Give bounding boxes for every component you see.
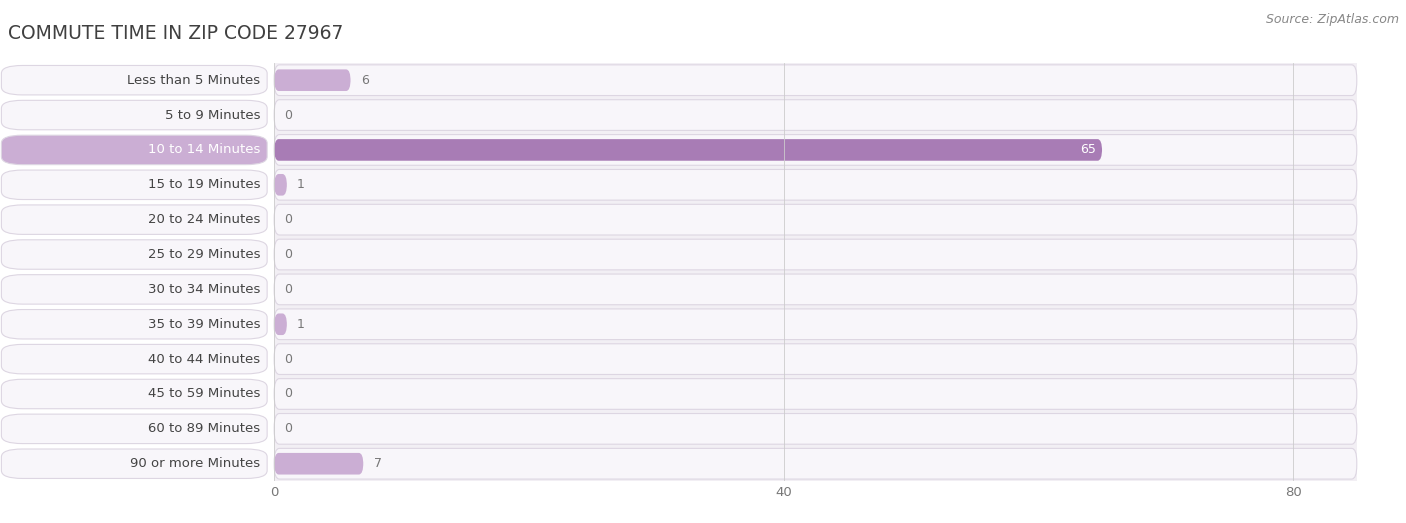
Text: COMMUTE TIME IN ZIP CODE 27967: COMMUTE TIME IN ZIP CODE 27967 [8, 24, 344, 42]
Text: 25 to 29 Minutes: 25 to 29 Minutes [148, 248, 260, 261]
FancyBboxPatch shape [274, 414, 1357, 444]
FancyBboxPatch shape [274, 70, 350, 91]
Text: 0: 0 [284, 248, 292, 261]
Text: 65: 65 [1080, 143, 1095, 156]
Text: 10 to 14 Minutes: 10 to 14 Minutes [148, 143, 260, 156]
FancyBboxPatch shape [274, 100, 1357, 130]
Text: Less than 5 Minutes: Less than 5 Minutes [127, 74, 260, 87]
Text: 0: 0 [284, 109, 292, 121]
Text: 0: 0 [284, 353, 292, 366]
Text: 7: 7 [374, 457, 381, 470]
Text: 0: 0 [284, 213, 292, 226]
FancyBboxPatch shape [274, 379, 1357, 410]
Text: 1: 1 [297, 178, 305, 191]
FancyBboxPatch shape [274, 139, 1102, 161]
Text: 0: 0 [284, 283, 292, 296]
FancyBboxPatch shape [274, 65, 1357, 96]
FancyBboxPatch shape [274, 174, 287, 196]
FancyBboxPatch shape [274, 134, 1357, 165]
FancyBboxPatch shape [274, 344, 1357, 374]
FancyBboxPatch shape [274, 169, 1357, 200]
Text: Source: ZipAtlas.com: Source: ZipAtlas.com [1265, 13, 1399, 26]
Text: 45 to 59 Minutes: 45 to 59 Minutes [148, 388, 260, 401]
Text: 90 or more Minutes: 90 or more Minutes [129, 457, 260, 470]
Text: 5 to 9 Minutes: 5 to 9 Minutes [165, 109, 260, 121]
Text: 60 to 89 Minutes: 60 to 89 Minutes [148, 423, 260, 435]
FancyBboxPatch shape [274, 309, 1357, 339]
Text: 15 to 19 Minutes: 15 to 19 Minutes [148, 178, 260, 191]
Text: 1: 1 [297, 318, 305, 331]
Text: 30 to 34 Minutes: 30 to 34 Minutes [148, 283, 260, 296]
Text: 0: 0 [284, 388, 292, 401]
Text: 0: 0 [284, 423, 292, 435]
Text: 40 to 44 Minutes: 40 to 44 Minutes [148, 353, 260, 366]
Text: 6: 6 [361, 74, 368, 87]
FancyBboxPatch shape [274, 274, 1357, 305]
Text: 35 to 39 Minutes: 35 to 39 Minutes [148, 318, 260, 331]
FancyBboxPatch shape [274, 204, 1357, 235]
FancyBboxPatch shape [274, 313, 287, 335]
FancyBboxPatch shape [274, 448, 1357, 479]
FancyBboxPatch shape [274, 239, 1357, 270]
Text: 20 to 24 Minutes: 20 to 24 Minutes [148, 213, 260, 226]
FancyBboxPatch shape [274, 453, 363, 474]
